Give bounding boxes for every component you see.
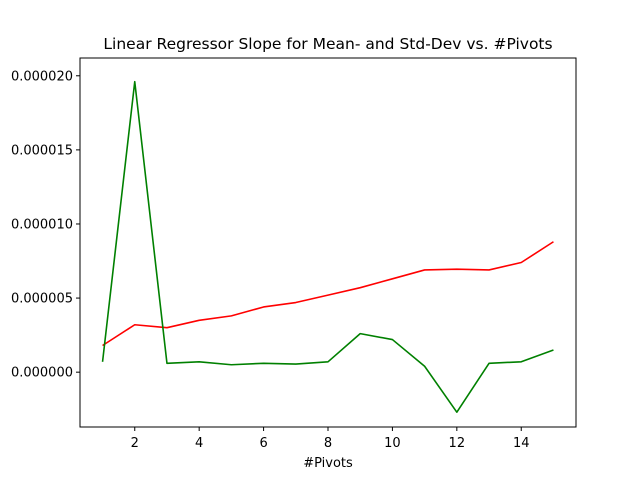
x-tick-label: 6 [259,436,267,451]
chart-title: Linear Regressor Slope for Mean- and Std… [103,35,552,53]
x-tick-label: 14 [513,436,530,451]
y-tick-label: 0.000000 [11,366,73,381]
series-line-2 [101,80,554,413]
y-tick-label: 0.000015 [11,143,73,158]
y-tick-label: 0.000010 [11,217,73,232]
x-axis-label: #Pivots [303,456,353,471]
x-axis: 2 4 6 8 10 12 14 [131,427,530,451]
x-tick-label: 2 [131,436,139,451]
y-tick-label: 0.000005 [11,292,73,307]
x-tick-label: 4 [195,436,203,451]
series-layer [101,80,554,413]
series-line-1 [102,241,554,347]
x-tick-label: 8 [324,436,332,451]
y-axis: 0.000000 0.000005 0.000010 0.000015 0.000020 [11,69,80,381]
y-tick-label: 0.000020 [11,69,73,84]
x-tick-label: 12 [449,436,466,451]
x-tick-label: 10 [384,436,401,451]
